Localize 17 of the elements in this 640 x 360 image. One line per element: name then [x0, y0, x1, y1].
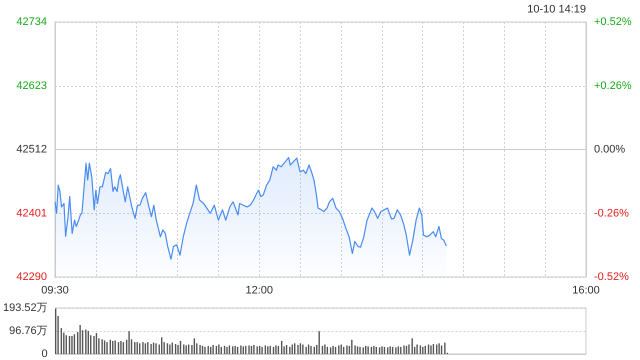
y2-tick-label: -0.52%: [594, 271, 630, 283]
y-tick-label: 193.52万: [2, 302, 48, 314]
y-tick-label: 42734: [16, 16, 47, 28]
y2-tick-label: -0.26%: [594, 207, 630, 220]
y-tick-label: 42401: [16, 207, 47, 220]
x-tick-label: 09:30: [41, 284, 69, 296]
y2-tick-label: +0.26%: [594, 80, 632, 92]
text: 10-10 14:19: [527, 4, 586, 16]
y-tick-label: 0: [42, 348, 48, 360]
x-tick-label: 16:00: [572, 284, 600, 296]
y2-tick-label: +0.52%: [594, 16, 632, 28]
y-tick-label: 42623: [16, 80, 47, 92]
y-tick-label: 42512: [16, 144, 47, 156]
y-tick-label: 42290: [16, 271, 47, 283]
x-tick-label: 12:00: [245, 284, 273, 296]
y-tick-label: 96.76万: [9, 325, 48, 337]
y2-tick-label: 0.00%: [594, 144, 626, 156]
